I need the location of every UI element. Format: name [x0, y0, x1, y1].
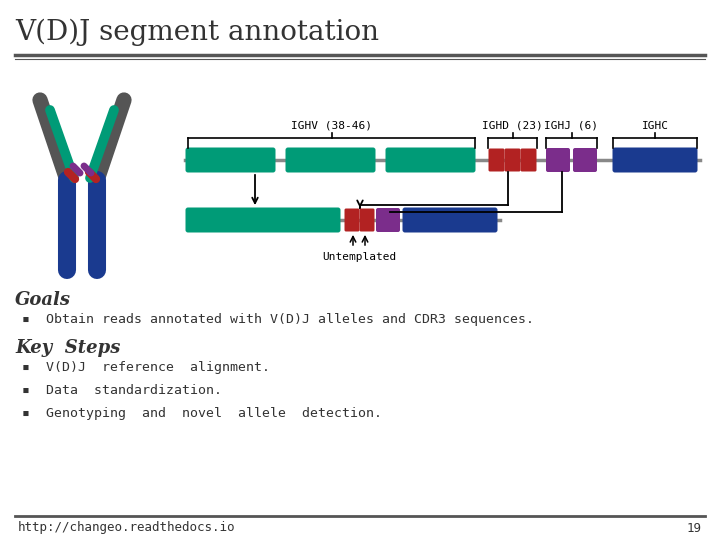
Text: IGHJ (6): IGHJ (6)	[544, 121, 598, 131]
FancyBboxPatch shape	[505, 148, 521, 172]
Text: ▪  Genotyping  and  novel  allele  detection.: ▪ Genotyping and novel allele detection.	[22, 408, 382, 421]
Text: Goals: Goals	[15, 291, 71, 309]
Text: ▪  Obtain reads annotated with V(D)J alleles and CDR3 sequences.: ▪ Obtain reads annotated with V(D)J alle…	[22, 314, 534, 327]
FancyBboxPatch shape	[402, 207, 498, 233]
FancyBboxPatch shape	[186, 147, 276, 172]
FancyBboxPatch shape	[186, 207, 341, 233]
Text: http://changeo.readthedocs.io: http://changeo.readthedocs.io	[18, 522, 235, 535]
FancyBboxPatch shape	[376, 208, 400, 232]
Text: Untemplated: Untemplated	[322, 252, 396, 262]
Text: IGHC: IGHC	[642, 121, 668, 131]
FancyBboxPatch shape	[546, 148, 570, 172]
FancyBboxPatch shape	[385, 147, 475, 172]
Text: IGHV (38-46): IGHV (38-46)	[291, 121, 372, 131]
FancyBboxPatch shape	[488, 148, 505, 172]
Text: IGHD (23): IGHD (23)	[482, 121, 543, 131]
Text: 19: 19	[687, 522, 702, 535]
FancyBboxPatch shape	[344, 208, 359, 232]
Text: V(D)J segment annotation: V(D)J segment annotation	[15, 18, 379, 46]
FancyBboxPatch shape	[613, 147, 698, 172]
Text: ▪  V(D)J  reference  alignment.: ▪ V(D)J reference alignment.	[22, 361, 270, 375]
FancyBboxPatch shape	[359, 208, 374, 232]
FancyBboxPatch shape	[286, 147, 376, 172]
FancyBboxPatch shape	[521, 148, 536, 172]
Text: Key  Steps: Key Steps	[15, 339, 120, 357]
FancyBboxPatch shape	[573, 148, 597, 172]
Text: ▪  Data  standardization.: ▪ Data standardization.	[22, 384, 222, 397]
